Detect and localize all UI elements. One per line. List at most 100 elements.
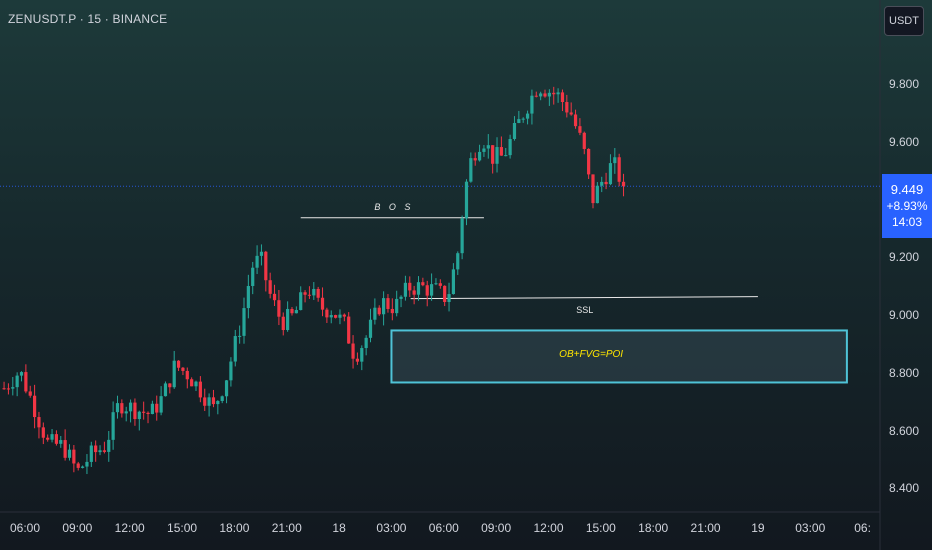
- poi-zone: [390, 329, 848, 384]
- price-tick-1: 9.600: [889, 134, 920, 149]
- price-change-percent: +8.93%: [886, 199, 928, 213]
- candle-body-76: [334, 315, 338, 318]
- candle-body-71: [312, 288, 316, 296]
- candle-body-109: [477, 151, 482, 161]
- candle-body-18: [80, 466, 85, 468]
- candle-body-74: [325, 309, 329, 318]
- candle-body-81: [355, 358, 360, 362]
- candle-body-120: [525, 113, 530, 119]
- candle-body-118: [517, 119, 521, 123]
- candle-body-119: [521, 118, 525, 120]
- candle-body-6: [28, 391, 32, 396]
- candle-body-47: [207, 397, 211, 406]
- candle-body-10: [46, 437, 50, 440]
- candle-body-140: [613, 157, 617, 164]
- time-tick-14: 19: [751, 521, 765, 535]
- candle-body-101: [443, 285, 447, 302]
- time-tick-10: 12:00: [533, 521, 564, 535]
- candle-body-57: [251, 267, 255, 287]
- price-tick-2: 9.200: [889, 250, 920, 265]
- candle-body-108: [473, 158, 477, 161]
- time-tick-13: 21:00: [690, 521, 721, 535]
- candle-body-93: [408, 282, 412, 291]
- candle-body-15: [67, 449, 72, 458]
- candle-body-45: [198, 381, 202, 398]
- time-tick-2: 12:00: [114, 521, 145, 535]
- candle-body-58: [255, 255, 259, 268]
- candle-body-129: [565, 102, 569, 113]
- candle-body-35: [155, 403, 159, 413]
- candle-body-117: [512, 122, 517, 139]
- candle-body-28: [124, 411, 128, 414]
- time-tick-7: 03:00: [376, 521, 407, 535]
- price-tick-5: 8.600: [889, 423, 920, 438]
- candle-body-107: [469, 158, 473, 182]
- candle-body-115: [504, 155, 508, 157]
- bar-countdown: 14:03: [891, 215, 923, 229]
- candle-body-20: [89, 445, 93, 462]
- candle-body-51: [224, 380, 229, 397]
- candle-body-3: [15, 375, 19, 388]
- candle-body-12: [54, 434, 59, 444]
- candle-body-33: [146, 412, 150, 415]
- candle-body-41: [181, 367, 185, 371]
- candle-body-48: [211, 397, 216, 405]
- candle-body-37: [163, 383, 168, 397]
- time-tick-12: 18:00: [638, 521, 669, 535]
- candle-body-127: [556, 92, 560, 95]
- candle-body-88: [386, 298, 390, 309]
- candle-body-22: [98, 450, 102, 453]
- candle-body-52: [229, 361, 233, 381]
- last-price-tag: 9.449 +8.93% 14:03: [882, 174, 932, 238]
- candle-body-112: [491, 145, 495, 164]
- candle-body-104: [456, 253, 460, 270]
- candle-body-32: [142, 411, 146, 413]
- candle-body-94: [412, 290, 416, 295]
- time-tick-5: 21:00: [271, 521, 302, 535]
- candle-body-95: [416, 282, 421, 295]
- time-tick-3: 15:00: [167, 521, 198, 535]
- candle-body-78: [342, 314, 346, 317]
- candle-body-105: [460, 218, 464, 254]
- candle-body-87: [381, 298, 386, 315]
- candle-body-133: [582, 132, 586, 149]
- candle-body-53: [233, 336, 237, 362]
- candle-body-50: [220, 396, 224, 402]
- price-tick-3: 9.000: [889, 308, 920, 322]
- candle-body-27: [120, 403, 124, 414]
- time-tick-15: 03:00: [795, 521, 826, 535]
- candle-body-96: [421, 282, 425, 286]
- currency-button[interactable]: USDT: [884, 6, 924, 36]
- poi-label: OB+FVG=POI: [559, 349, 624, 361]
- candle-body-43: [190, 379, 194, 387]
- candle-body-103: [451, 269, 455, 295]
- candle-body-68: [299, 292, 303, 311]
- candle-body-99: [434, 283, 438, 285]
- candle-body-92: [403, 282, 408, 297]
- candle-body-91: [399, 296, 403, 299]
- candle-body-26: [115, 403, 120, 413]
- candle-body-77: [338, 314, 342, 318]
- candle-body-122: [534, 95, 538, 97]
- candle-body-73: [320, 297, 325, 310]
- candle-body-2: [11, 387, 15, 389]
- candle-body-67: [294, 310, 298, 314]
- candle-body-23: [102, 450, 106, 452]
- candle-body-86: [377, 307, 381, 315]
- candle-body-128: [560, 92, 565, 103]
- candle-body-70: [307, 294, 312, 296]
- candle-body-131: [573, 114, 578, 127]
- candle-body-126: [552, 92, 556, 95]
- candle-body-138: [604, 181, 608, 185]
- candle-body-84: [368, 319, 373, 338]
- candle-body-14: [63, 440, 67, 458]
- candle-body-134: [587, 148, 591, 175]
- price-tick-6: 8.400: [889, 481, 920, 496]
- candle-body-102: [447, 294, 451, 302]
- candle-body-17: [76, 463, 80, 468]
- symbol-title: ZENUSDT.P · 15 · BINANCE: [8, 12, 168, 26]
- candle-body-63: [277, 300, 281, 317]
- candle-body-44: [194, 381, 198, 387]
